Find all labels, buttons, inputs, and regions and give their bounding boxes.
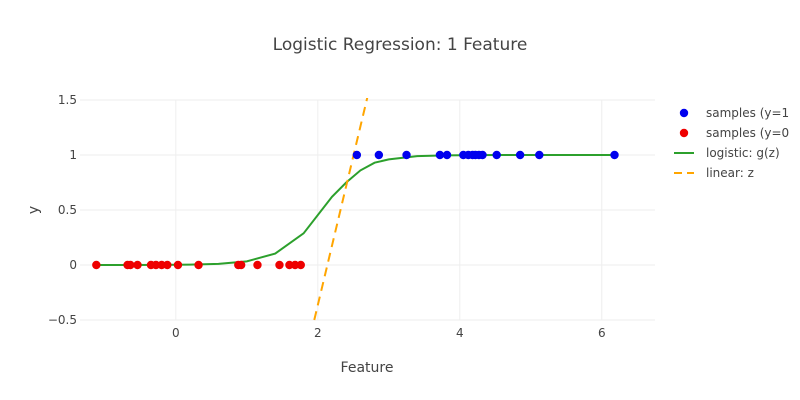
x-tick-label: 6 xyxy=(598,326,606,340)
plot-series xyxy=(92,98,619,321)
legend-marker xyxy=(679,108,689,118)
scatter-point xyxy=(478,150,487,160)
plot-grid xyxy=(80,99,655,321)
legend-item: linear: z xyxy=(674,166,754,180)
scatter-point xyxy=(435,150,445,160)
x-tick-label: 0 xyxy=(172,326,180,340)
x-tick-label: 4 xyxy=(456,326,464,340)
y-tick-label: −0.5 xyxy=(48,313,77,327)
scatter-point xyxy=(535,150,544,160)
scatter-point xyxy=(275,260,284,270)
scatter-point xyxy=(296,260,305,270)
x-axis-title: Feature xyxy=(341,360,394,376)
legend-marker xyxy=(679,128,689,138)
legend-item: logistic: g(z) xyxy=(674,146,780,160)
legend-item: samples (y=0 xyxy=(679,126,789,140)
scatter-point xyxy=(374,150,384,160)
scatter-point xyxy=(515,150,525,160)
y-axis-title: y xyxy=(26,206,42,214)
scatter-point xyxy=(92,260,101,270)
legend-label: samples (y=0 xyxy=(706,126,789,140)
legend-item: samples (y=1 xyxy=(679,106,789,120)
y-tick-label: 0 xyxy=(69,258,77,272)
legend: samples (y=1 samples (y=0 logistic: g(z) li… xyxy=(674,106,789,180)
scatter-point xyxy=(173,260,183,270)
series-line xyxy=(313,98,369,321)
legend-label: linear: z xyxy=(706,166,754,180)
scatter-point xyxy=(253,260,262,270)
legend-label: logistic: g(z) xyxy=(706,146,780,160)
x-tick-label: 2 xyxy=(314,326,322,340)
scatter-point xyxy=(163,260,172,270)
scatter-point xyxy=(492,150,501,160)
chart-title: Logistic Regression: 1 Feature xyxy=(273,35,528,55)
scatter-point xyxy=(194,260,203,270)
scatter-point xyxy=(133,260,142,270)
scatter-point xyxy=(126,260,135,270)
y-tick-label: 1 xyxy=(69,148,77,162)
y-tick-label: 0.5 xyxy=(58,203,77,217)
y-tick-label: 1.5 xyxy=(58,93,77,107)
plot-axes: 0 2 4 6 −0.5 0 0.5 1 1.5 xyxy=(48,93,606,340)
scatter-point xyxy=(352,150,362,160)
scatter-point xyxy=(442,150,452,160)
legend-label: samples (y=1 xyxy=(706,106,789,120)
scatter-point xyxy=(610,150,619,160)
scatter-point xyxy=(236,260,246,270)
scatter-point xyxy=(402,150,411,160)
